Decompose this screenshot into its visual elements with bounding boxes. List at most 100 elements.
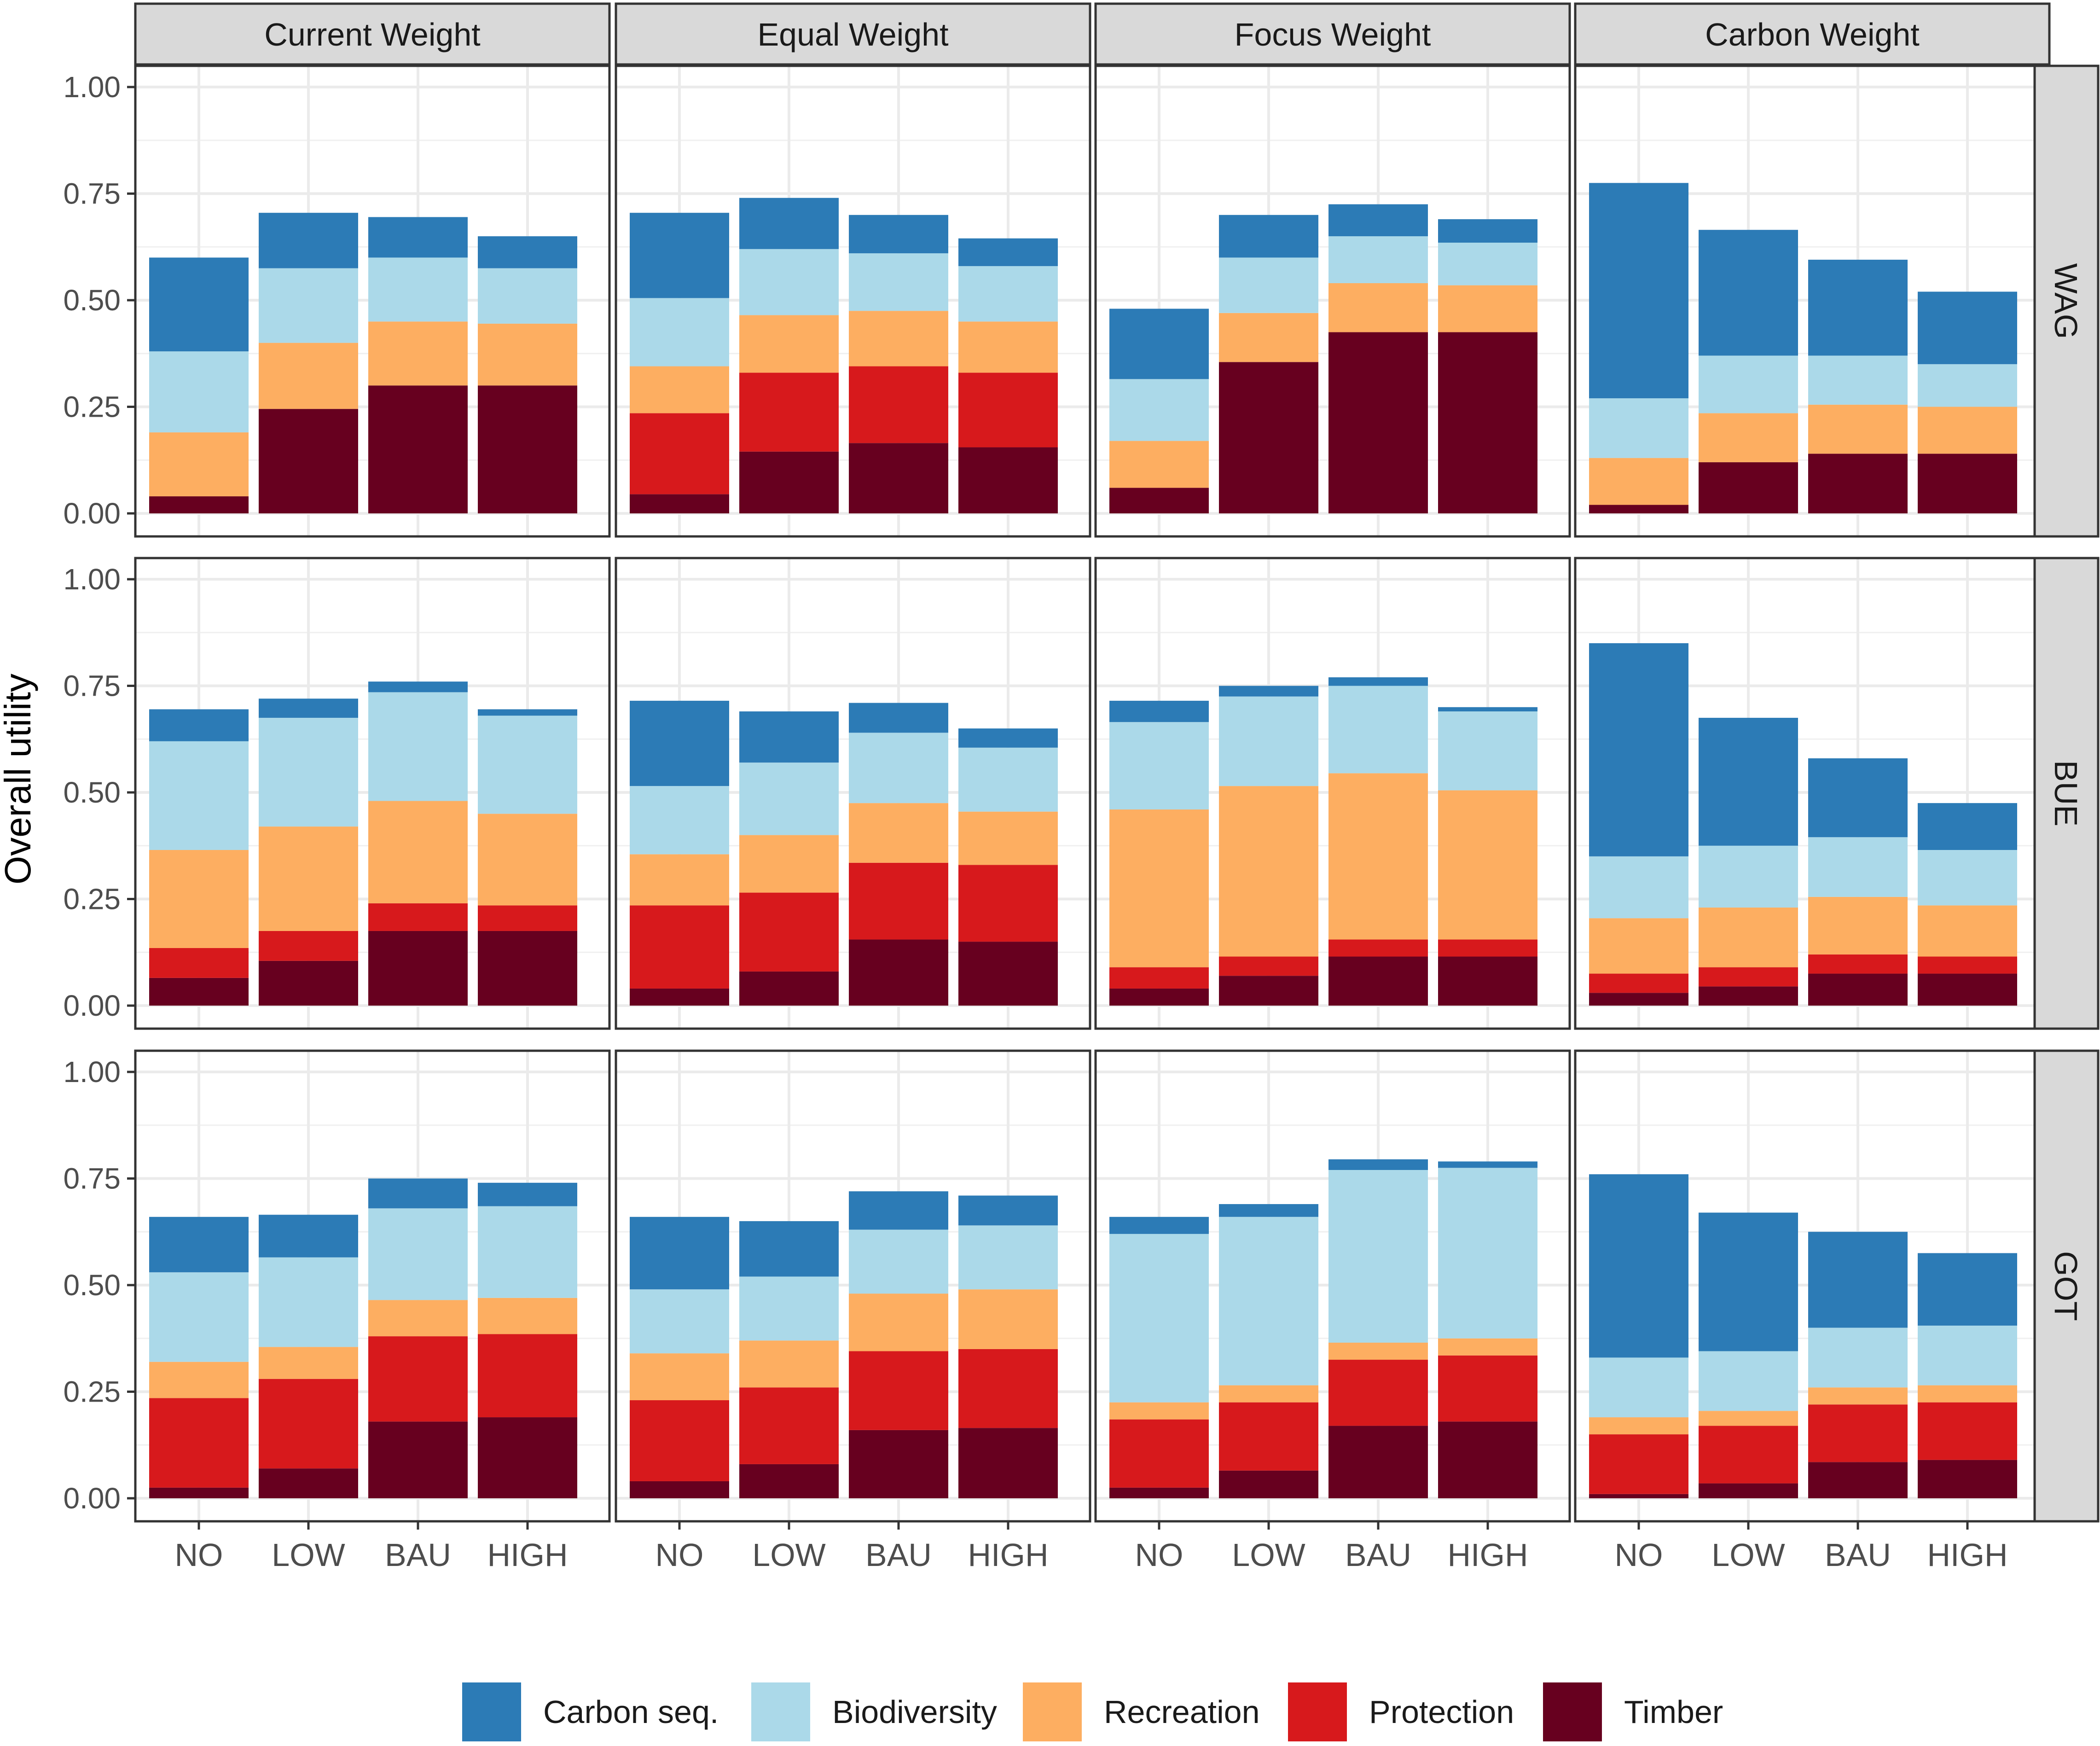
bar-segment-carbon-seq-high: [958, 1195, 1058, 1226]
bar-segment-carbon-seq-high: [478, 709, 577, 716]
bar-segment-carbon-seq-bau: [1328, 1159, 1428, 1170]
y-tick-label: 0.75: [63, 669, 121, 703]
bar-segment-timber-bau: [1808, 973, 1908, 1006]
bar-segment-protection-low: [259, 931, 358, 961]
bar-segment-recreation-no: [1109, 1402, 1209, 1420]
bar-segment-biodiversity-low: [259, 268, 358, 343]
bar-segment-timber-bau: [368, 1421, 468, 1498]
column-strip-bg: [134, 2, 611, 66]
x-axis: NO LOW BAU HIGH NO LOW BAU HIGH NO LOW BAU HIGH NO LO…: [175, 1521, 2008, 1573]
y-tick-label: 0.25: [63, 390, 121, 424]
legend-label: Protection: [1369, 1694, 1514, 1730]
bar-segment-recreation-high: [958, 811, 1058, 865]
bar-segment-timber-low: [259, 1468, 358, 1498]
x-tick-label-bau: BAU: [1345, 1537, 1411, 1573]
bar-segment-biodiversity-no: [1109, 1234, 1209, 1403]
panel-border: [1094, 64, 1571, 538]
bar-segment-recreation-bau: [849, 1293, 948, 1351]
panel-wag-carbon-weight: [1574, 64, 2051, 538]
x-tick-label-bau: BAU: [865, 1537, 932, 1573]
bar-segment-biodiversity-high: [958, 1225, 1058, 1290]
panel-wag-current-weight: [134, 64, 611, 538]
bar-segment-protection-low: [1699, 967, 1798, 987]
bar-segment-biodiversity-high: [1438, 1168, 1537, 1339]
bar-segment-timber-low: [1699, 1483, 1798, 1498]
bar-segment-timber-bau: [849, 939, 948, 1006]
bar-segment-recreation-low: [1699, 1411, 1798, 1426]
bar-segment-carbon-seq-low: [1699, 1212, 1798, 1351]
bar-segment-biodiversity-bau: [1808, 1327, 1908, 1388]
bar-segment-carbon-seq-no: [149, 1216, 249, 1273]
bar-segment-recreation-high: [478, 323, 577, 386]
bar-segment-timber-high: [958, 1428, 1058, 1498]
bar-segment-carbon-seq-low: [1699, 717, 1798, 846]
x-tick-label-high: HIGH: [1927, 1537, 2008, 1573]
legend-swatch: [1023, 1682, 1082, 1741]
bar-segment-timber-low: [739, 1464, 839, 1498]
bar-segment-biodiversity-no: [1109, 722, 1209, 810]
bar-segment-timber-high: [1438, 332, 1537, 513]
panel-bue-current-weight: [134, 557, 611, 1030]
bar-segment-timber-high: [478, 931, 577, 1006]
bar-segment-biodiversity-high: [478, 268, 577, 324]
bar-segment-protection-bau: [1808, 1404, 1908, 1462]
panel-border: [615, 64, 1091, 538]
bar-segment-timber-high: [958, 447, 1058, 513]
x-tick-label-no: NO: [175, 1537, 223, 1573]
bar-segment-biodiversity-bau: [1328, 236, 1428, 283]
bar-segment-protection-bau: [849, 366, 948, 443]
bar-segment-timber-high: [1918, 973, 2017, 1006]
column-strip-label: Current Weight: [264, 17, 480, 52]
panel-border: [615, 1049, 1091, 1523]
bar-segment-protection-high: [478, 1334, 577, 1418]
bar-segment-recreation-no: [630, 854, 729, 906]
bar-segment-recreation-no: [149, 850, 249, 948]
bar-segment-protection-high: [1438, 1355, 1537, 1422]
bar-segment-biodiversity-high: [958, 747, 1058, 812]
bar-segment-timber-low: [1699, 986, 1798, 1006]
bar-segment-recreation-bau: [1808, 1387, 1908, 1405]
bar-segment-timber-no: [149, 1487, 249, 1498]
bar-segment-timber-high: [478, 1417, 577, 1498]
y-tick-label: 0.75: [63, 1162, 121, 1195]
bar-segment-biodiversity-low: [1219, 257, 1318, 313]
bar-segment-timber-low: [1219, 976, 1318, 1006]
bar-segment-carbon-seq-bau: [849, 703, 948, 733]
bar-segment-recreation-high: [1438, 790, 1537, 940]
bar-segment-carbon-seq-no: [630, 1216, 729, 1290]
bar-segment-carbon-seq-no: [1589, 1174, 1688, 1358]
bar-segment-recreation-low: [1699, 908, 1798, 967]
bar-segment-carbon-seq-high: [1918, 803, 2017, 850]
bar-segment-timber-low: [739, 971, 839, 1006]
bar-segment-carbon-seq-low: [739, 198, 839, 249]
panel-wag-focus-weight: [1094, 64, 1571, 538]
bar-segment-protection-low: [739, 372, 839, 452]
bar-segment-protection-high: [1438, 939, 1537, 957]
bar-segment-recreation-no: [1589, 918, 1688, 974]
bar-segment-protection-high: [478, 905, 577, 931]
bar-segment-recreation-bau: [1808, 404, 1908, 454]
bar-segment-protection-high: [958, 1349, 1058, 1428]
bar-segment-recreation-no: [1109, 441, 1209, 488]
bar-segment-recreation-no: [1109, 809, 1209, 967]
row-strip-got: GOT: [2033, 1049, 2100, 1523]
bar-segment-protection-low: [1699, 1426, 1798, 1484]
legend-item-protection: Protection: [1288, 1682, 1514, 1741]
bar-segment-biodiversity-bau: [849, 253, 948, 311]
bar-segment-biodiversity-bau: [368, 1208, 468, 1300]
bar-segment-timber-bau: [1328, 1426, 1428, 1498]
x-tick-label-high: HIGH: [487, 1537, 568, 1573]
column-strip-bg: [1574, 2, 2051, 66]
bar-segment-carbon-seq-high: [1438, 219, 1537, 243]
column-strip-focus-weight: Focus Weight: [1094, 2, 1571, 66]
bar-segment-carbon-seq-bau: [1808, 758, 1908, 838]
bar-segment-timber-low: [1219, 1470, 1318, 1498]
bar-segment-biodiversity-no: [1589, 1357, 1688, 1418]
x-tick-label-low: LOW: [1711, 1537, 1785, 1573]
bar-segment-carbon-seq-low: [1219, 686, 1318, 697]
bar-segment-recreation-high: [958, 1289, 1058, 1349]
bar-segment-timber-no: [1109, 488, 1209, 513]
x-tick-label-no: NO: [1135, 1537, 1183, 1573]
column-strip-bg: [615, 2, 1091, 66]
